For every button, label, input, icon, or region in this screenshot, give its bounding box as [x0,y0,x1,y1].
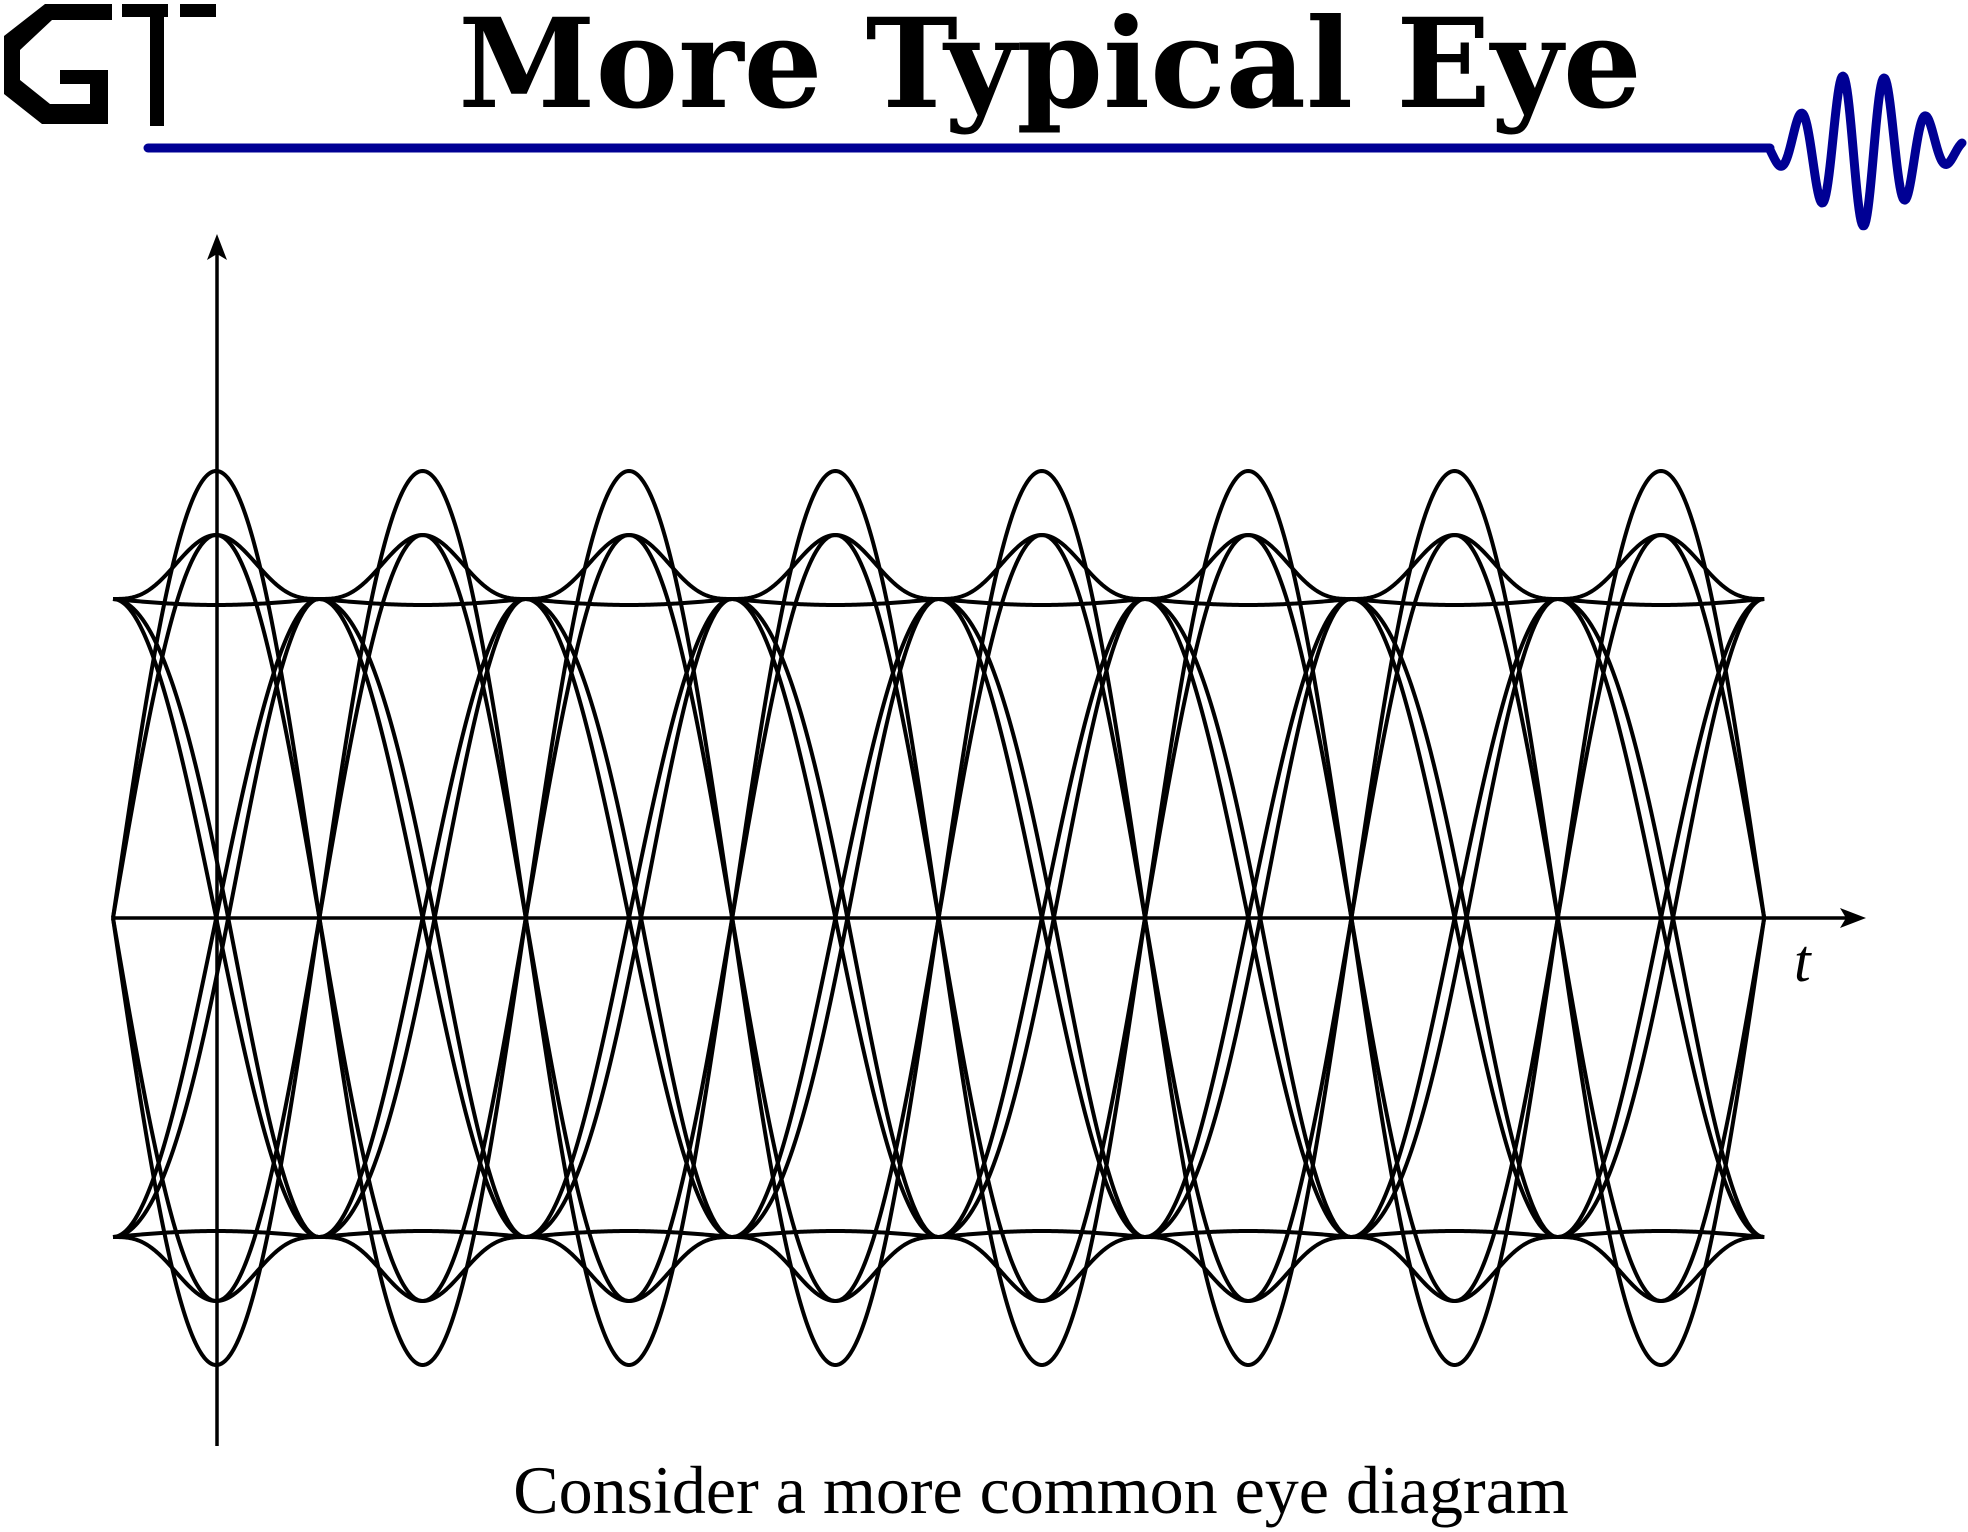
trace-fall-bump [938,597,1146,1239]
trace-arch-high [730,469,941,919]
trace-top-ripple [525,533,733,601]
eye-cell [1143,469,1354,1367]
trace-top-flat [525,597,733,607]
trace-top-ripple [938,533,1146,601]
trace-arch-high-neg [730,917,941,1367]
trace-bot-ripple [1557,1235,1765,1303]
trace-arch-high-neg [1143,917,1354,1367]
trace-arch-high-neg [936,917,1147,1367]
gt-logo [4,4,216,126]
trace-arch-high [523,469,735,919]
trace-bot-ripple [731,1235,939,1303]
trace-arch-high-neg [317,917,528,1367]
trace-bot-flat [938,1229,1146,1239]
trace-bot-flat [1557,1229,1765,1239]
trace-bot-flat [731,1229,939,1239]
trace-bot-ripple [1144,1235,1352,1303]
trace-arch-high-neg [1555,917,1767,1367]
trace-rise-bump [938,597,1146,1239]
trace-bot-flat [1351,1229,1559,1239]
trace-fall-bump [319,597,527,1239]
trace-bot-ripple [1351,1235,1559,1303]
header-rule [143,71,1967,231]
trace-top-ripple [731,533,939,601]
y-axis-arrow [207,234,227,260]
x-axis-label: t [1794,928,1811,994]
trace-fall-bump [525,597,733,1239]
eye-cell [1349,469,1560,1367]
trace-arch-high-neg [1349,917,1560,1367]
trace-top-flat [938,597,1146,607]
trace-top-flat [1351,597,1559,607]
trace-fall-bump [731,597,939,1239]
trace-top-flat [319,597,527,607]
trace-top-ripple [319,533,527,601]
trace-rise-bump [525,597,733,1239]
slide-title: More Typical Eye [458,0,1642,137]
trace-bot-flat [1144,1229,1352,1239]
trace-arch-high [1143,469,1354,919]
trace-rise-bump [731,597,939,1239]
trace-fall-bump [1557,597,1765,1239]
trace-bot-flat [525,1229,733,1239]
trace-arch-high [1555,469,1767,919]
trace-arch-high [936,469,1147,919]
eye-cell [730,469,941,1367]
trace-top-ripple [1351,533,1559,601]
trace-arch-high [1349,469,1560,919]
trace-fall-bump [1351,597,1559,1239]
axes [113,234,1866,1446]
trace-fall-bump [1144,597,1352,1239]
x-axis-arrow [1840,908,1866,928]
trace-arch-high-neg [523,917,735,1367]
trace-rise-bump [1144,597,1352,1239]
trace-bot-ripple [319,1235,527,1303]
trace-bot-flat [319,1229,527,1239]
trace-rise-bump [319,597,527,1239]
trace-arch-high [317,469,528,919]
trace-rise-bump [1557,597,1765,1239]
trace-top-flat [1144,597,1352,607]
trace-top-ripple [1557,533,1765,601]
trace-top-flat [1557,597,1765,607]
trace-top-flat [731,597,939,607]
header-graphics [4,4,1967,231]
trace-top-ripple [1144,533,1352,601]
slide-caption: Consider a more common eye diagram [513,1452,1569,1528]
trace-bot-ripple [525,1235,733,1303]
trace-rise-bump [1351,597,1559,1239]
trace-bot-ripple [938,1235,1146,1303]
